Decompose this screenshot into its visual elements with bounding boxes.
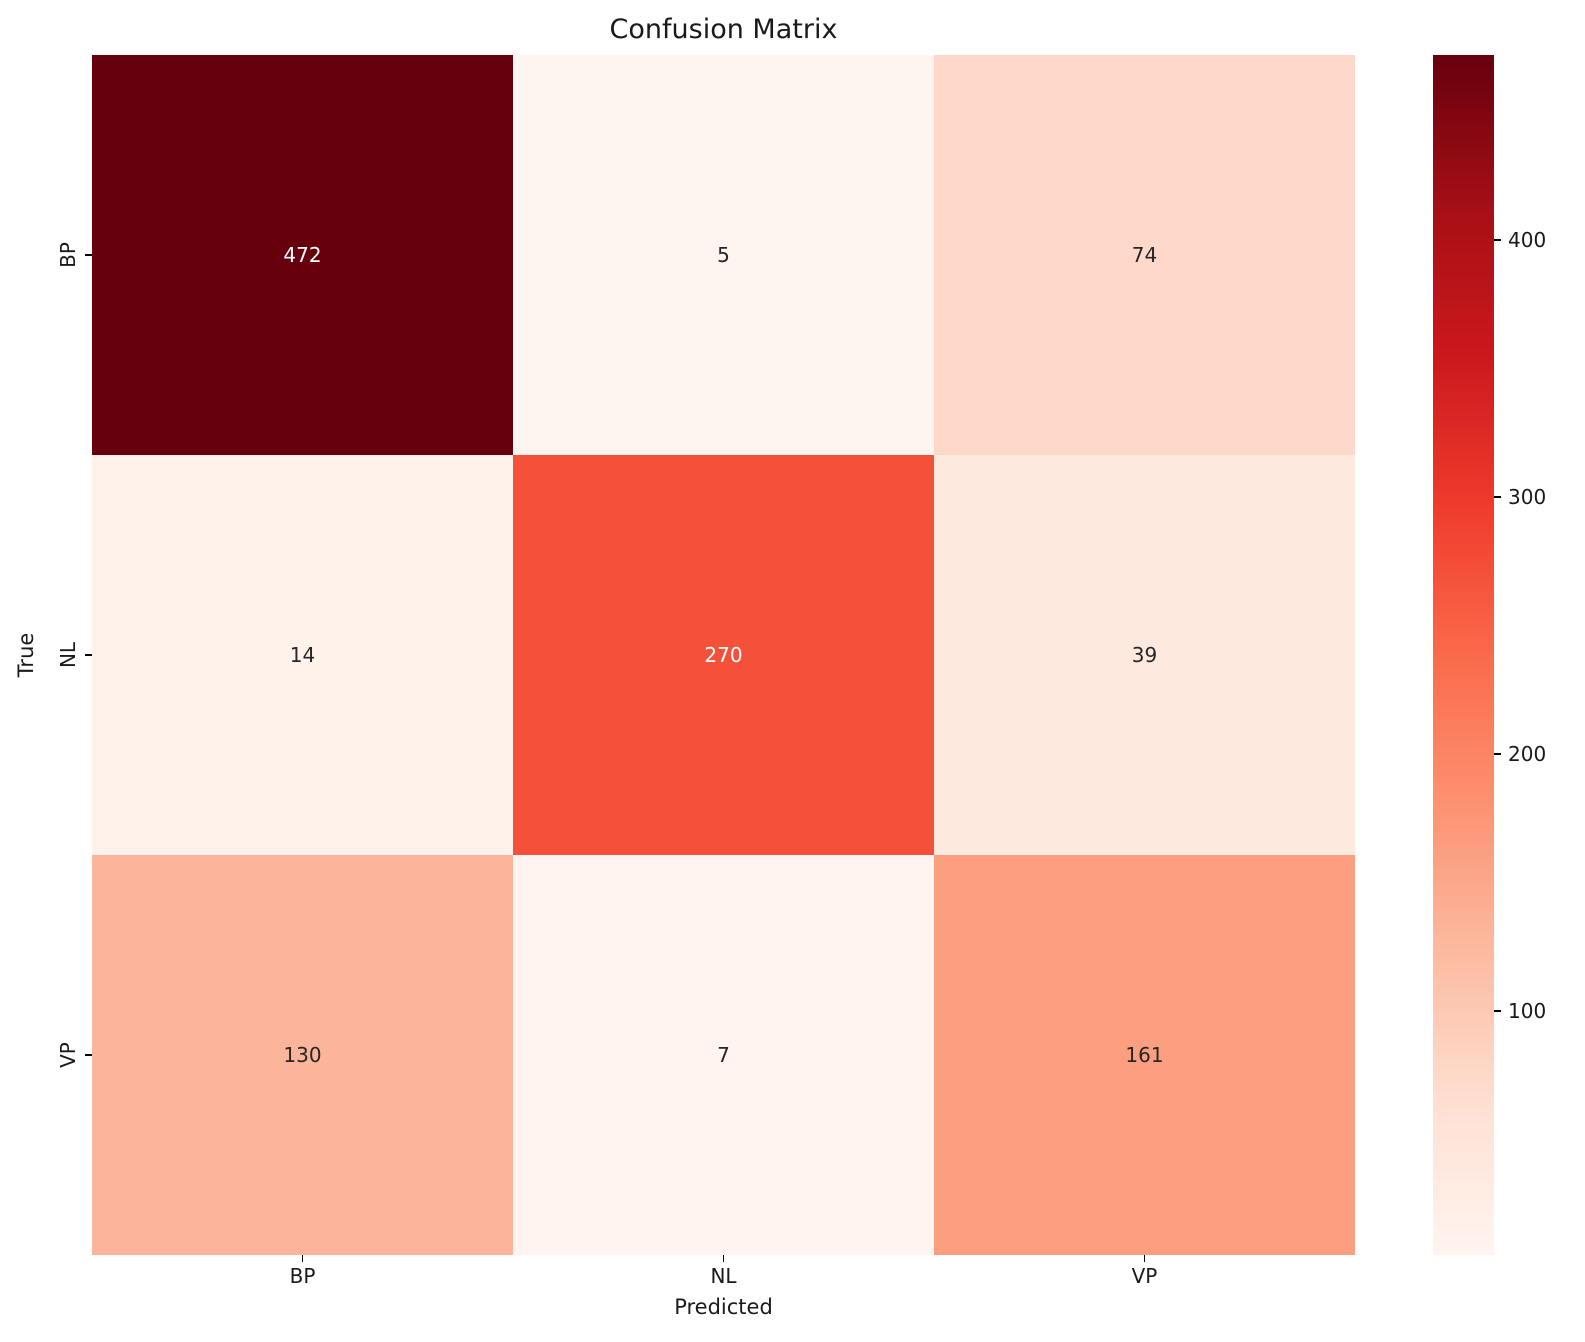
heatmap-cell: 7: [513, 855, 934, 1255]
cell-value: 472: [283, 243, 322, 267]
chart-title: Confusion Matrix: [609, 14, 838, 45]
colorbar-tick-mark: [1494, 753, 1501, 755]
heatmap-cell: 5: [513, 55, 934, 455]
colorbar-tick-label: 400: [1508, 228, 1547, 252]
x-tick-label: VP: [1131, 1264, 1158, 1288]
cell-value: 39: [1131, 643, 1158, 667]
heatmap-cell: 14: [92, 455, 513, 855]
colorbar-tick-label: 200: [1508, 741, 1547, 766]
x-tick-label: BP: [289, 1264, 316, 1288]
heatmap: 472 5 74 14 270 39 130 7 161: [92, 55, 1355, 1255]
y-tick-mark: [85, 654, 92, 656]
heatmap-cell: 130: [92, 855, 513, 1255]
cell-value: 14: [289, 643, 316, 667]
x-tick-label: NL: [710, 1264, 737, 1288]
x-axis-label: Predicted: [674, 1295, 773, 1319]
y-tick-label: NL: [56, 641, 80, 669]
x-tick-mark: [1143, 1255, 1146, 1262]
y-tick-label: VP: [56, 1042, 80, 1068]
colorbar-tick-label: 100: [1508, 998, 1547, 1023]
colorbar-tick-label: 300: [1508, 484, 1547, 509]
cell-value: 130: [283, 1043, 322, 1067]
cell-value: 74: [1131, 243, 1158, 267]
y-axis-label: True: [14, 632, 38, 678]
heatmap-cell: 161: [934, 855, 1355, 1255]
heatmap-cell: 74: [934, 55, 1355, 455]
colorbar: [1433, 55, 1494, 1255]
x-tick-mark: [301, 1255, 304, 1262]
colorbar-tick-mark: [1494, 496, 1501, 498]
cell-value: 7: [717, 1043, 730, 1067]
heatmap-cell: 270: [513, 455, 934, 855]
heatmap-cell: 39: [934, 455, 1355, 855]
cell-value: 270: [704, 643, 743, 667]
heatmap-cell: 472: [92, 55, 513, 455]
y-tick-label: BP: [56, 242, 80, 268]
colorbar-tick-mark: [1494, 239, 1501, 241]
y-tick-mark: [85, 254, 92, 256]
colorbar-tick-mark: [1494, 1010, 1501, 1012]
cell-value: 161: [1125, 1043, 1164, 1067]
x-tick-mark: [722, 1255, 725, 1262]
cell-value: 5: [717, 243, 730, 267]
y-tick-mark: [85, 1054, 92, 1056]
